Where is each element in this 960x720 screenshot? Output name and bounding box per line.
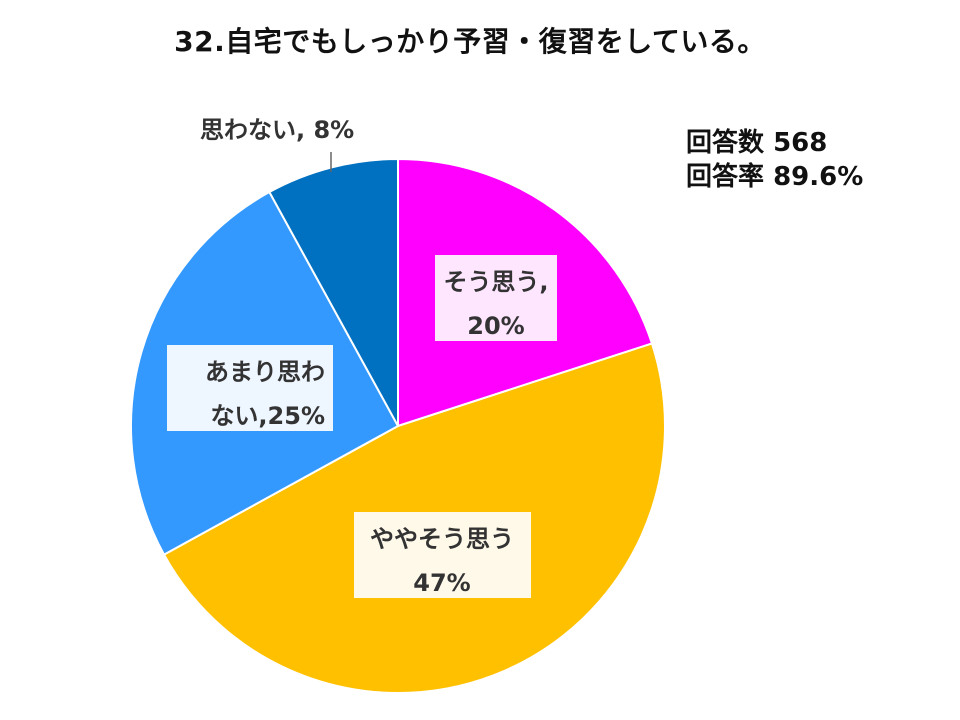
data-label-text-yaya-sou-omou-2: 47% xyxy=(413,569,470,597)
response-count-row: 回答数 568 xyxy=(686,126,863,160)
data-label-sou-omou: そう思う, 20% xyxy=(435,255,557,341)
response-rate-value: 89.6% xyxy=(773,162,864,192)
data-label-text-amari-omowanai-1: あまり思わ xyxy=(205,358,325,386)
response-rate-row: 回答率 89.6% xyxy=(686,160,863,194)
response-rate-label: 回答率 xyxy=(686,162,765,192)
data-label-text-sou-omou-2: 20% xyxy=(467,312,524,340)
data-label-box-sou-omou xyxy=(435,255,557,341)
data-label-text-omowanai-1: 思わない, 8% xyxy=(200,116,354,144)
response-stats: 回答数 568 回答率 89.6% xyxy=(686,126,863,194)
data-label-text-yaya-sou-omou-1: ややそう思う xyxy=(370,525,514,553)
data-label-omowanai: 思わない, 8% xyxy=(200,116,354,144)
data-label-text-sou-omou-1: そう思う, xyxy=(443,268,548,296)
response-count-value: 568 xyxy=(773,128,828,158)
data-label-text-amari-omowanai-2: ない,25% xyxy=(210,402,325,430)
data-label-yaya-sou-omou: ややそう思う 47% xyxy=(354,512,531,598)
data-label-box-amari-omowanai xyxy=(167,345,333,431)
response-count-label: 回答数 xyxy=(686,128,765,158)
data-label-box-yaya-sou-omou xyxy=(354,512,531,598)
chart-title: 32.自宅でもしっかり予習・復習をしている。 xyxy=(174,25,766,58)
